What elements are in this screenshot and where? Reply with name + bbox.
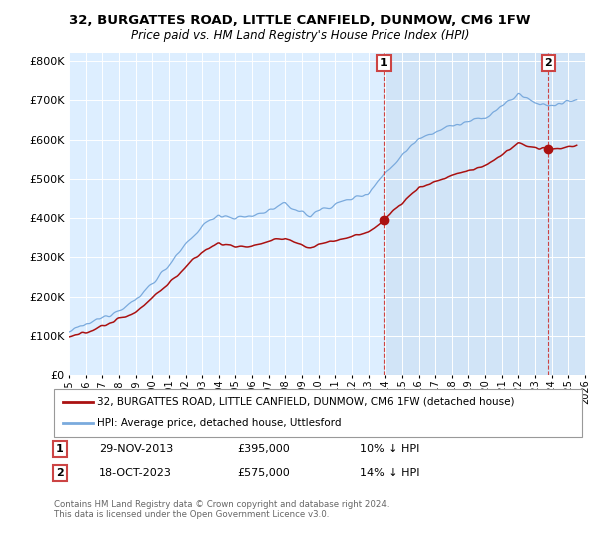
- Text: 2: 2: [56, 468, 64, 478]
- Text: 32, BURGATTES ROAD, LITTLE CANFIELD, DUNMOW, CM6 1FW (detached house): 32, BURGATTES ROAD, LITTLE CANFIELD, DUN…: [97, 396, 515, 407]
- Text: Contains HM Land Registry data © Crown copyright and database right 2024.
This d: Contains HM Land Registry data © Crown c…: [54, 500, 389, 519]
- Text: 32, BURGATTES ROAD, LITTLE CANFIELD, DUNMOW, CM6 1FW: 32, BURGATTES ROAD, LITTLE CANFIELD, DUN…: [69, 14, 531, 27]
- Text: 10% ↓ HPI: 10% ↓ HPI: [360, 444, 419, 454]
- Text: £395,000: £395,000: [237, 444, 290, 454]
- Text: 2: 2: [544, 58, 552, 68]
- Text: 14% ↓ HPI: 14% ↓ HPI: [360, 468, 419, 478]
- Text: 1: 1: [56, 444, 64, 454]
- Text: 1: 1: [380, 58, 388, 68]
- Text: Price paid vs. HM Land Registry's House Price Index (HPI): Price paid vs. HM Land Registry's House …: [131, 29, 469, 42]
- Text: £575,000: £575,000: [237, 468, 290, 478]
- Text: 29-NOV-2013: 29-NOV-2013: [99, 444, 173, 454]
- Bar: [384, 53, 585, 375]
- Text: HPI: Average price, detached house, Uttlesford: HPI: Average price, detached house, Uttl…: [97, 418, 342, 428]
- Text: 18-OCT-2023: 18-OCT-2023: [99, 468, 172, 478]
